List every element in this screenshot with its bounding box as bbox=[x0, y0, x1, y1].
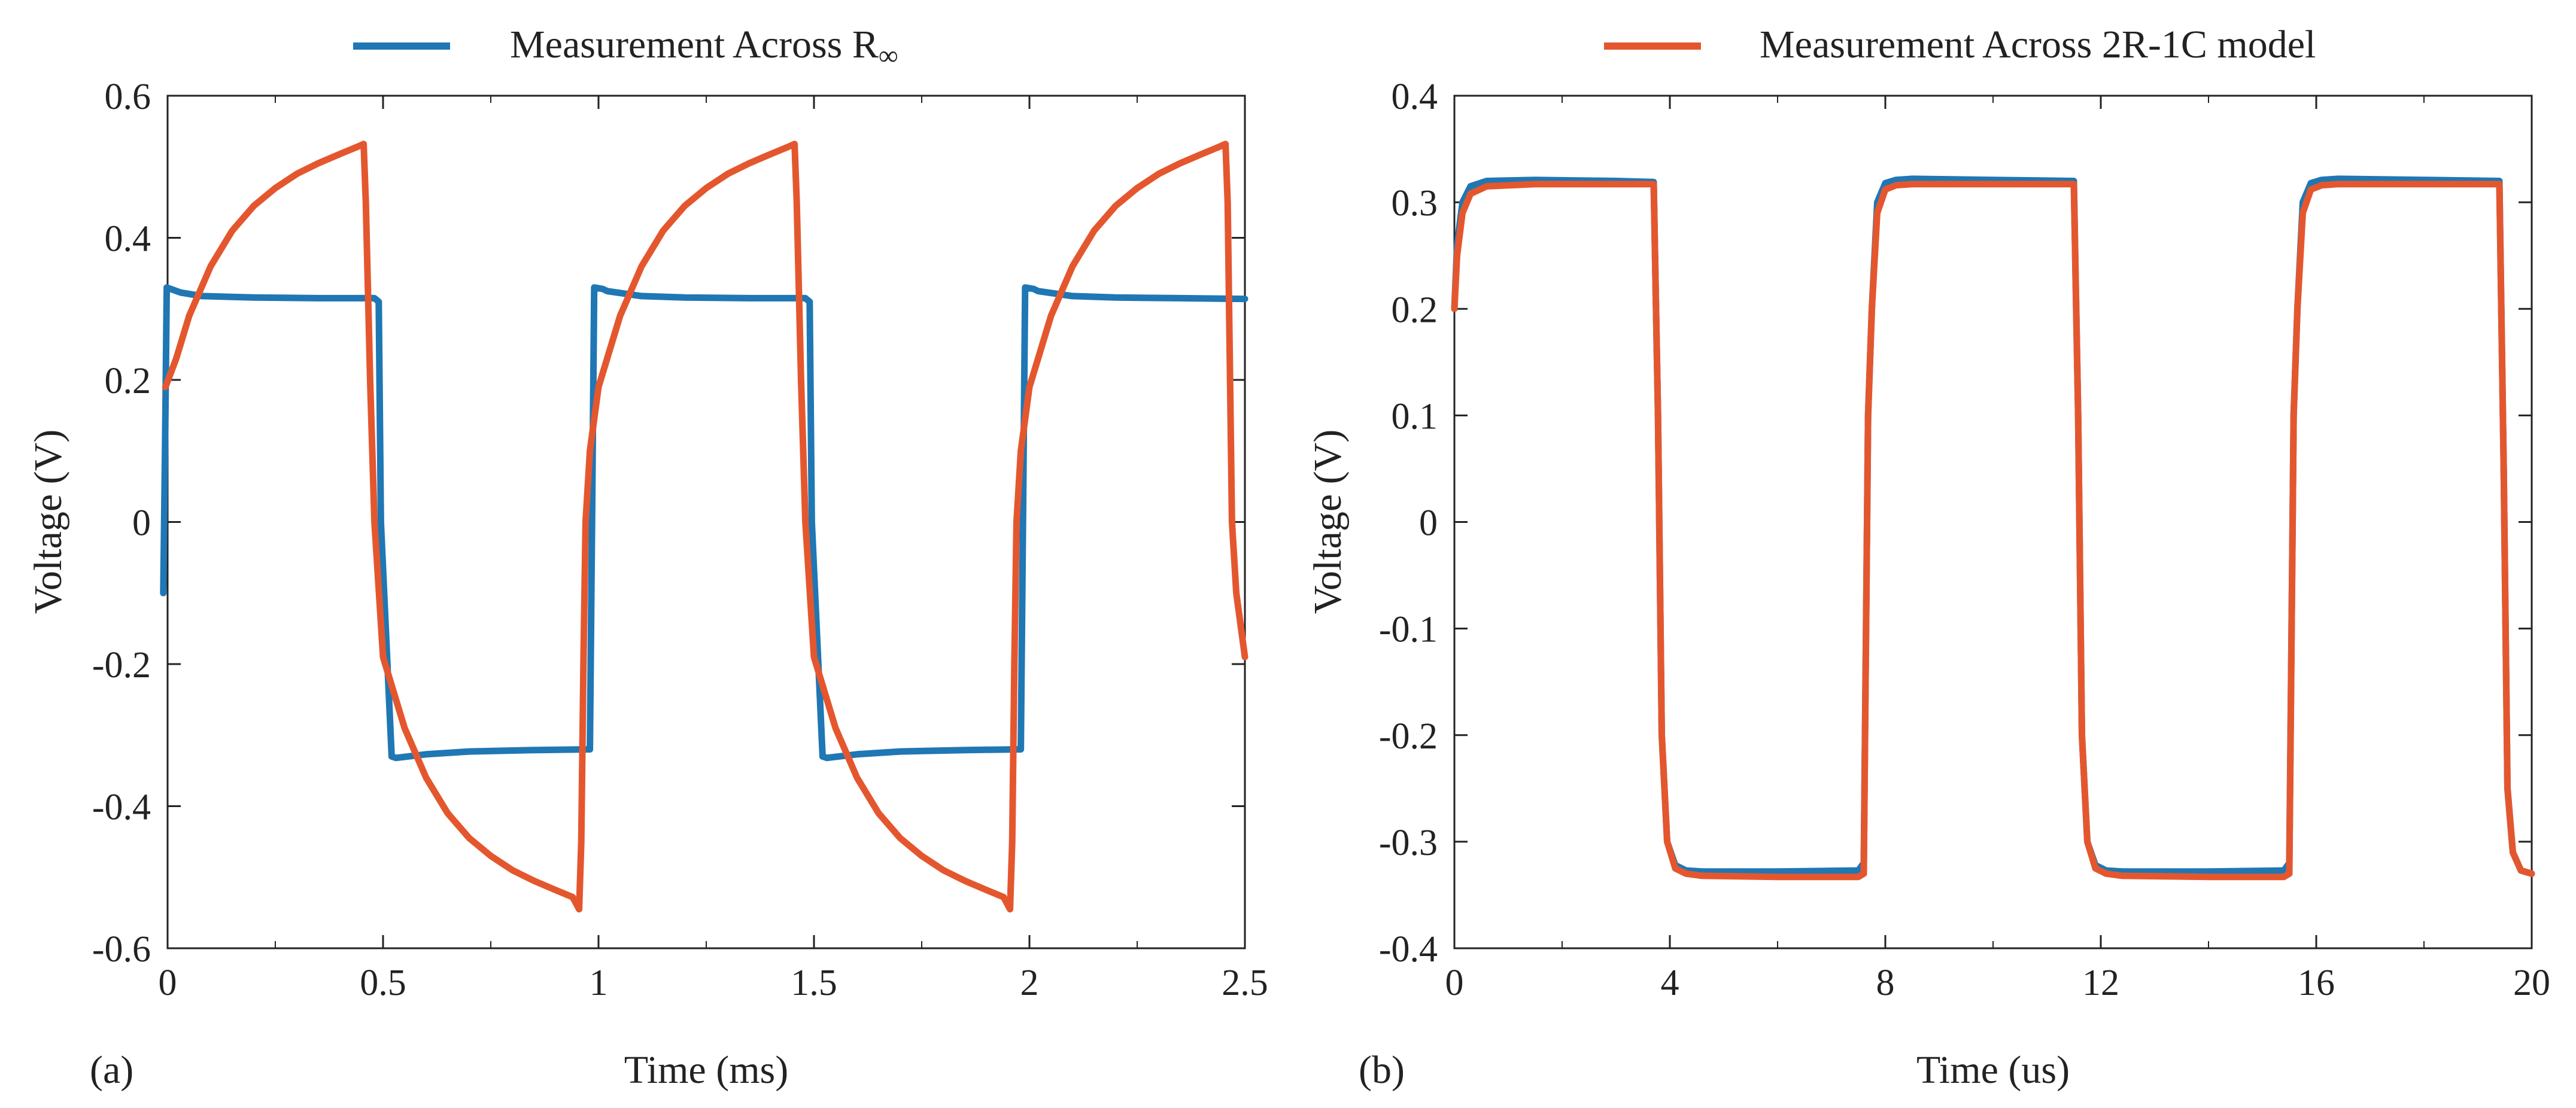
x-tick-label-b: 12 bbox=[2082, 963, 2119, 1003]
y-axis-label-a: Voltage (V) bbox=[26, 430, 70, 614]
x-tick-label-b: 0 bbox=[1445, 963, 1464, 1003]
y-tick-label-a: -0.6 bbox=[92, 929, 151, 970]
series-line-a-0 bbox=[160, 284, 1248, 762]
y-tick-label-b: -0.1 bbox=[1379, 610, 1438, 650]
plot-a-frame bbox=[166, 95, 1246, 949]
y-tick-label-b: 0.4 bbox=[1392, 77, 1438, 117]
series-line-a-1 bbox=[162, 141, 1248, 913]
y-tick-label-a: 0.4 bbox=[105, 219, 151, 260]
y-tick-label-b: -0.4 bbox=[1379, 929, 1438, 970]
panel-b: Measurement Across 2R-1C model 0 4 8 12 16 20… bbox=[1306, 23, 2550, 1092]
y-tick-label-b: -0.2 bbox=[1379, 716, 1438, 757]
x-tick-label-a: 2 bbox=[1020, 963, 1039, 1003]
y-axis-label-b: Voltage (V) bbox=[1306, 430, 1350, 614]
legend-a-subscript: ∞ bbox=[879, 40, 898, 71]
x-tick-label-a: 0.5 bbox=[360, 963, 406, 1003]
x-tick-label-a: 0 bbox=[159, 963, 177, 1003]
y-ticks-b: -0.4 -0.3 -0.2 -0.1 0 0.1 0.2 0.3 0.4 bbox=[1379, 77, 2532, 970]
x-tick-label-b: 4 bbox=[1661, 963, 1679, 1003]
x-tick-label-b: 20 bbox=[2513, 963, 2550, 1003]
legend-a: Measurement Across R∞ bbox=[353, 23, 898, 71]
plot-area-a: 0 0.5 1 1.5 2 2.5 -0.6 -0.4 -0.2 0 0.2 0.4 0.6 bbox=[92, 77, 1268, 1003]
y-tick-label-a: -0.4 bbox=[92, 787, 151, 828]
legend-b: Measurement Across 2R-1C model bbox=[1604, 23, 2316, 66]
plot-b-frame bbox=[1453, 95, 2533, 949]
y-tick-label-b: 0.2 bbox=[1392, 290, 1438, 330]
x-axis-label-a: Time (ms) bbox=[624, 1048, 788, 1092]
y-tick-label-a: 0 bbox=[132, 503, 151, 544]
plot-area-b: 0 4 8 12 16 20 -0.4 -0.3 -0.2 -0.1 0 0.1 0.2 0.3 0.4 bbox=[1379, 77, 2550, 1003]
x-ticks-b: 0 4 8 12 16 20 bbox=[1445, 96, 2550, 1003]
x-axis-label-b: Time (us) bbox=[1916, 1048, 2070, 1092]
y-tick-label-b: 0.1 bbox=[1392, 396, 1438, 437]
y-tick-label-a: 0.2 bbox=[105, 361, 151, 401]
x-tick-label-a: 2.5 bbox=[1222, 963, 1268, 1003]
panel-label-b: (b) bbox=[1359, 1048, 1405, 1092]
panel-label-a: (a) bbox=[90, 1048, 133, 1092]
y-tick-label-a: -0.2 bbox=[92, 645, 151, 686]
panel-a: Measurement Across R∞ 0 0.5 1 1.5 2 2.5 -0.6-… bbox=[26, 23, 1268, 1092]
legend-a-label: Measurement Across R∞ bbox=[510, 23, 898, 71]
legend-b-label: Measurement Across 2R-1C model bbox=[1760, 23, 2316, 66]
series-line-b-0 bbox=[1451, 175, 2535, 877]
y-tick-label-b: 0.3 bbox=[1392, 183, 1438, 224]
y-tick-label-b: -0.3 bbox=[1379, 823, 1438, 863]
x-tick-label-b: 8 bbox=[1876, 963, 1895, 1003]
x-tick-label-a: 1 bbox=[590, 963, 608, 1003]
series-line-b-1 bbox=[1451, 181, 2535, 881]
x-ticks-a: 0 0.5 1 1.5 2 2.5 bbox=[159, 96, 1268, 1003]
series-a bbox=[160, 141, 1248, 913]
x-tick-label-b: 16 bbox=[2298, 963, 2335, 1003]
y-tick-label-a: 0.6 bbox=[105, 77, 151, 117]
y-ticks-a: -0.6 -0.4 -0.2 0 0.2 0.4 0.6 bbox=[92, 77, 1245, 970]
series-b bbox=[1451, 175, 2535, 881]
x-tick-label-a: 1.5 bbox=[791, 963, 837, 1003]
y-tick-label-b: 0 bbox=[1419, 503, 1438, 544]
